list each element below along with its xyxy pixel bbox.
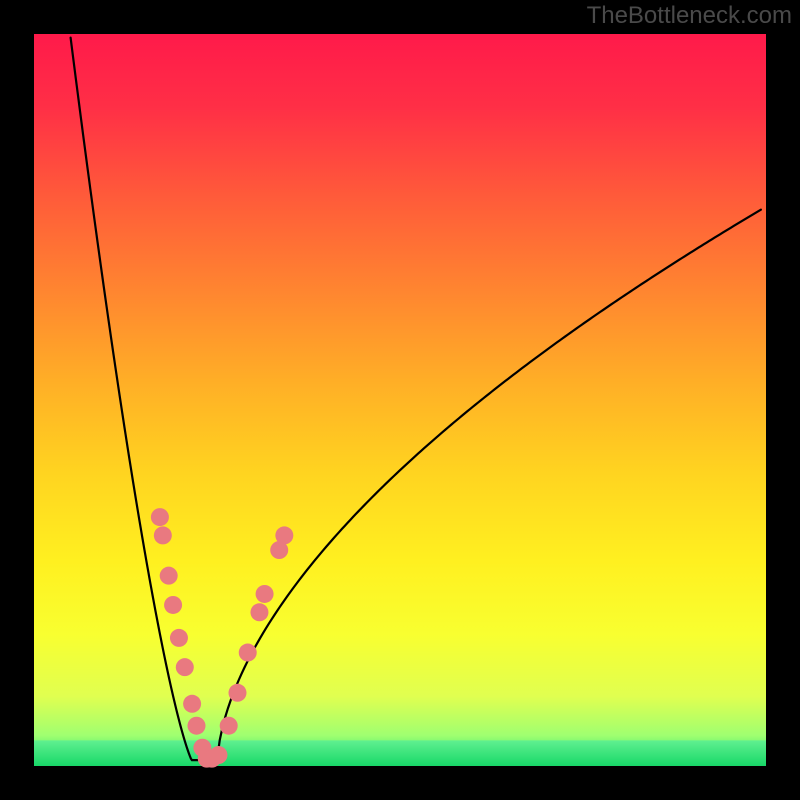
plot-background — [34, 34, 766, 766]
data-marker — [220, 717, 238, 735]
data-marker — [209, 746, 227, 764]
data-marker — [164, 596, 182, 614]
attribution-text: TheBottleneck.com — [587, 2, 792, 30]
data-marker — [151, 508, 169, 526]
data-marker — [176, 658, 194, 676]
chart-container: TheBottleneck.com — [0, 0, 800, 800]
data-marker — [275, 526, 293, 544]
data-marker — [229, 684, 247, 702]
data-marker — [160, 567, 178, 585]
data-marker — [170, 629, 188, 647]
data-marker — [154, 526, 172, 544]
chart-svg — [0, 0, 800, 800]
data-marker — [183, 695, 201, 713]
data-marker — [188, 717, 206, 735]
data-marker — [250, 603, 268, 621]
data-marker — [239, 644, 257, 662]
data-marker — [256, 585, 274, 603]
green-band — [34, 740, 766, 766]
